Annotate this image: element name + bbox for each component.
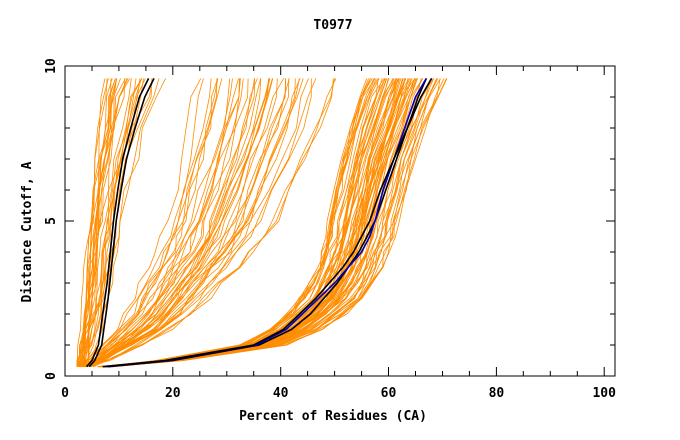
highlight-model-left-1 (85, 78, 150, 368)
model-curve (86, 78, 212, 367)
x-tick-label: 60 (381, 386, 397, 401)
model-curve (103, 78, 375, 368)
model-curve (82, 78, 204, 367)
plot-area (76, 77, 448, 368)
model-curve (82, 78, 160, 367)
model-curve (83, 78, 286, 368)
model-curve (90, 78, 335, 368)
model-curve (81, 78, 287, 368)
model-curve (85, 78, 337, 368)
model-curve (76, 78, 137, 367)
model-curve (101, 78, 441, 368)
model-group-middle (78, 78, 337, 368)
model-curve (80, 78, 334, 368)
model-curve (77, 78, 154, 368)
model-curve (112, 78, 417, 368)
model-curve (93, 78, 240, 367)
y-tick-label: 0 (44, 372, 59, 380)
y-tick-label: 5 (44, 217, 59, 225)
x-tick-label: 40 (273, 386, 289, 401)
model-curve (92, 78, 231, 367)
model-curve (107, 78, 428, 368)
model-curve (93, 78, 262, 367)
model-curve (109, 78, 438, 368)
highlight-model-right-1 (108, 78, 428, 368)
model-curve (93, 78, 317, 368)
y-axis-label: Distance Cutoff, A (20, 161, 35, 302)
model-curve (103, 78, 395, 368)
x-tick-label: 20 (165, 386, 181, 401)
model-curve (100, 78, 416, 368)
model-curve (107, 78, 380, 368)
model-curve (100, 78, 377, 368)
model-curve (98, 78, 427, 368)
model-curve (109, 78, 432, 368)
model-curve (111, 78, 424, 368)
y-tick-label: 10 (44, 58, 59, 74)
model-curve (104, 78, 394, 368)
x-tick-label: 0 (61, 386, 69, 401)
x-axis-label: Percent of Residues (CA) (239, 409, 427, 424)
highlight-model-right-3 (102, 77, 433, 368)
model-curve (83, 78, 290, 368)
chart-title: T0977 (313, 18, 352, 33)
model-curve (87, 78, 241, 368)
model-curve (91, 78, 219, 367)
model-curve (84, 78, 132, 367)
axis-ticks: 0 20 40 60 80 100 0 5 10 (44, 58, 616, 401)
model-curve (88, 78, 285, 368)
x-tick-label: 100 (592, 386, 616, 401)
model-curve (99, 78, 383, 368)
model-curve (106, 78, 407, 368)
model-curve (99, 78, 371, 368)
model-curve (83, 78, 116, 367)
x-tick-label: 80 (489, 386, 505, 401)
model-curve (87, 78, 218, 367)
model-curve (79, 78, 118, 367)
model-curve (112, 78, 418, 368)
highlight-model-left-2 (88, 78, 155, 368)
model-curve (88, 78, 271, 368)
model-curve (104, 78, 386, 368)
model-curve (76, 78, 112, 367)
highlight-model-right-2 (105, 77, 427, 368)
model-curve (111, 78, 448, 368)
model-curve (76, 78, 109, 367)
model-curve (99, 78, 369, 368)
model-curve (85, 78, 300, 368)
model-curve (86, 78, 244, 368)
model-curve (80, 78, 258, 368)
model-curve (80, 78, 312, 368)
model-curve (83, 78, 118, 367)
model-group-steep (76, 78, 166, 368)
